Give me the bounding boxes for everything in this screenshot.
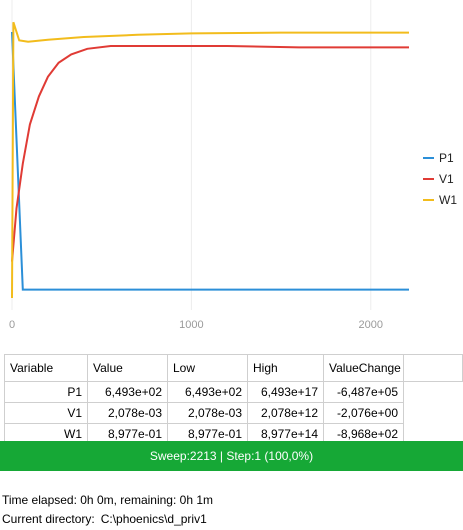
x-tick-label-2: 2000: [359, 319, 383, 331]
legend-label-p1[interactable]: P1: [439, 151, 454, 165]
variables-table: Variable Value Low High ValueChange P1 6…: [4, 354, 463, 445]
x-tick-label-1: 1000: [179, 319, 203, 331]
series-line-v1: [11, 45, 409, 262]
table-row[interactable]: V1 2,078e-03 2,078e-03 2,078e+12 -2,076e…: [4, 402, 463, 424]
status-text: Sweep:2213 | Step:1 (100,0%): [149, 449, 314, 463]
current-directory-path: C:\phoenics\d_priv1: [100, 512, 207, 526]
cell-low: 6,493e+02: [167, 381, 248, 403]
cell-high: 6,493e+17: [247, 381, 324, 403]
series-line-w1: [11, 21, 409, 299]
column-header-high[interactable]: High: [247, 354, 324, 382]
legend-label-w1[interactable]: W1: [439, 193, 457, 207]
cell-low: 2,078e-03: [167, 402, 248, 424]
column-header-value[interactable]: Value: [87, 354, 168, 382]
cell-filler: [404, 382, 463, 403]
legend-label-v1[interactable]: V1: [439, 172, 454, 186]
convergence-plot: 0 1000 2000 P1 V1 W1: [9, 0, 457, 331]
table-header-row: Variable Value Low High ValueChange: [4, 354, 463, 382]
cell-value: 8,977e-01: [87, 423, 168, 445]
column-header-valuechange[interactable]: ValueChange: [323, 354, 404, 382]
cell-variable: V1: [4, 402, 88, 424]
cell-valuechange: -6,487e+05: [323, 381, 404, 403]
cell-filler: [404, 403, 463, 424]
progress-status-bar: Sweep:2213 | Step:1 (100,0%): [0, 441, 463, 471]
column-header-variable[interactable]: Variable: [4, 354, 88, 382]
cell-high: 2,078e+12: [247, 402, 324, 424]
convergence-chart: 0 1000 2000 P1 V1 W1: [9, 0, 457, 331]
current-directory: Current directory: C:\phoenics\d_priv1: [2, 512, 207, 526]
series-line-p1: [11, 31, 409, 291]
cell-variable: P1: [4, 381, 88, 403]
cell-value: 6,493e+02: [87, 381, 168, 403]
table-row[interactable]: P1 6,493e+02 6,493e+02 6,493e+17 -6,487e…: [4, 381, 463, 403]
cell-valuechange: -2,076e+00: [323, 402, 404, 424]
x-tick-label-0: 0: [9, 319, 15, 331]
time-elapsed-text: Time elapsed: 0h 0m, remaining: 0h 1m: [2, 493, 213, 507]
column-header-low[interactable]: Low: [167, 354, 248, 382]
cell-value: 2,078e-03: [87, 402, 168, 424]
current-directory-label: Current directory:: [2, 512, 95, 526]
cell-high: 8,977e+14: [247, 423, 324, 445]
column-header-filler: [403, 354, 463, 382]
